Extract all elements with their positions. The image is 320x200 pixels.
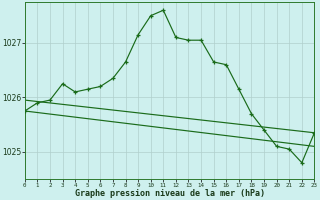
X-axis label: Graphe pression niveau de la mer (hPa): Graphe pression niveau de la mer (hPa)	[75, 189, 265, 198]
